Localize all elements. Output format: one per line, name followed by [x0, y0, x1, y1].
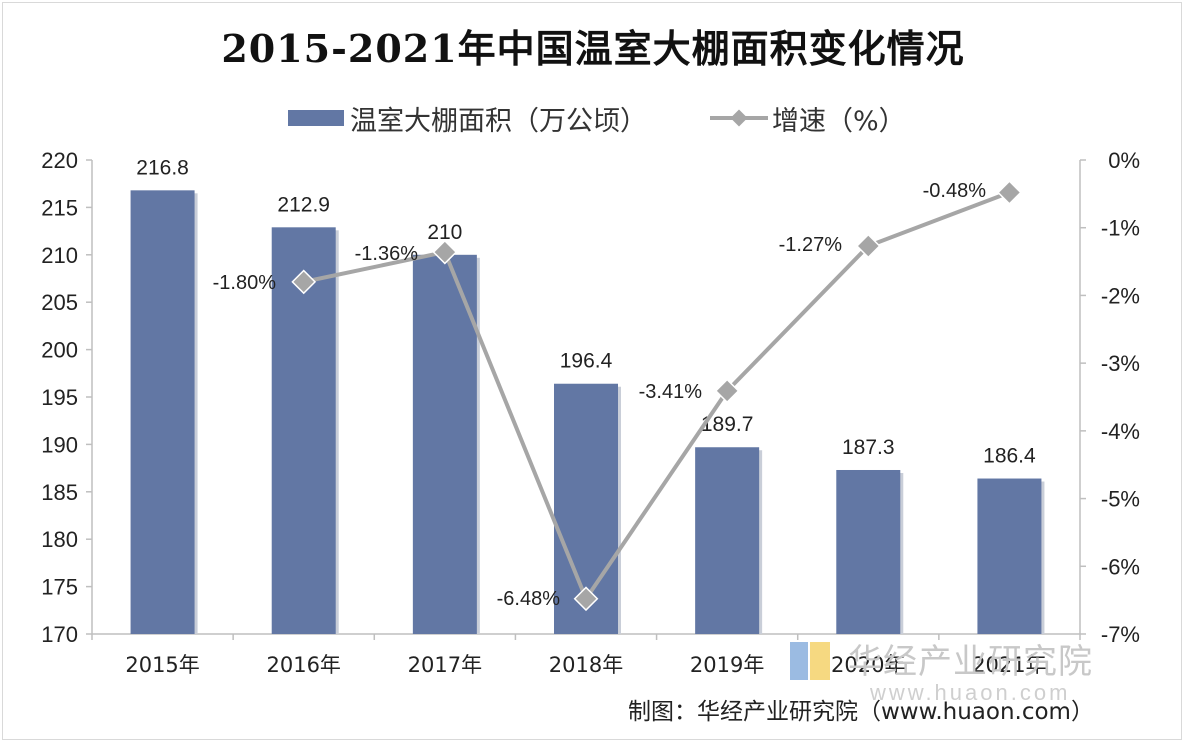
- y-right-tick-label: -5%: [1101, 487, 1140, 512]
- x-tick-label: 2019年: [690, 653, 764, 677]
- watermark: 华经产业研究院: [790, 630, 1093, 686]
- y-left-tick-label: 205: [41, 290, 78, 315]
- x-tick-label: 2016年: [266, 653, 340, 677]
- legend-line-swatch: [710, 109, 768, 127]
- legend-bar-swatch: [288, 110, 344, 126]
- watermark-logo-icon: [790, 636, 834, 680]
- bar-value-label: 196.4: [560, 350, 613, 373]
- watermark-text: 华经产业研究院: [848, 641, 1093, 682]
- growth-marker: [291, 269, 317, 295]
- x-tick-label: 2021年: [972, 653, 1046, 677]
- legend-label-area: 温室大棚面积（万公顷）: [350, 105, 647, 137]
- y-left-tick-label: 210: [41, 243, 78, 268]
- bar: [412, 254, 477, 635]
- bar: [271, 227, 336, 635]
- y-left-tick-label: 175: [41, 575, 78, 600]
- x-tick-label: 2018年: [549, 653, 623, 677]
- y-left-tick-label: 220: [41, 148, 78, 173]
- growth-marker: [432, 239, 458, 265]
- bar-value-label: 186.4: [983, 445, 1036, 468]
- growth-value-label: -0.48%: [923, 180, 987, 202]
- y-left-tick-label: 170: [41, 622, 78, 647]
- growth-marker: [714, 378, 740, 404]
- bar: [836, 469, 901, 634]
- bar: [130, 190, 195, 634]
- source-note: 制图：华经产业研究院（www.huaon.com）: [628, 699, 1094, 725]
- growth-value-label: -1.80%: [213, 272, 277, 294]
- growth-value-label: -1.27%: [779, 234, 843, 256]
- chart-legend: 温室大棚面积（万公顷） 增速（%）: [0, 98, 1186, 138]
- y-left-tick-label: 200: [41, 338, 78, 363]
- y-left-tick-label: 190: [41, 432, 78, 457]
- y-right-tick-label: -7%: [1101, 622, 1140, 647]
- growth-marker: [573, 586, 599, 612]
- y-right-tick-label: -2%: [1101, 283, 1140, 308]
- growth-value-label: -1.36%: [355, 243, 419, 265]
- bar-value-label: 212.9: [277, 193, 330, 216]
- y-left-tick-label: 195: [41, 385, 78, 410]
- x-tick-label: 2015年: [125, 653, 199, 677]
- y-left-tick-label: 185: [41, 480, 78, 505]
- growth-value-label: -3.41%: [639, 381, 703, 403]
- bar-value-label: 216.8: [136, 156, 189, 179]
- bar-value-label: 187.3: [842, 436, 895, 459]
- x-tick-label: 2017年: [408, 653, 482, 677]
- legend-item-growth: 增速（%）: [710, 98, 906, 138]
- y-right-tick-label: 0%: [1108, 148, 1140, 173]
- growth-value-label: -6.48%: [497, 588, 561, 610]
- y-right-tick-label: -1%: [1101, 216, 1140, 241]
- y-right-tick-label: -3%: [1101, 351, 1140, 376]
- bar-value-label: 189.7: [701, 413, 754, 436]
- bar-value-label: 210: [427, 221, 462, 244]
- chart-title: 2015-2021年中国温室大棚面积变化情况: [221, 26, 965, 71]
- bar: [695, 447, 760, 634]
- y-right-tick-label: -4%: [1101, 419, 1140, 444]
- growth-marker: [997, 180, 1022, 205]
- growth-marker: [855, 233, 881, 259]
- x-tick-label: 2020年: [831, 653, 905, 677]
- y-right-tick-label: -6%: [1101, 554, 1140, 579]
- y-left-tick-label: 180: [41, 527, 78, 552]
- legend-item-area: 温室大棚面积（万公顷）: [288, 98, 647, 138]
- y-left-tick-label: 215: [41, 195, 78, 220]
- watermark-url: www.huaon.com: [870, 680, 1071, 705]
- growth-line: [303, 190, 1011, 601]
- legend-label-growth: 增速（%）: [772, 105, 906, 137]
- bar: [977, 478, 1042, 634]
